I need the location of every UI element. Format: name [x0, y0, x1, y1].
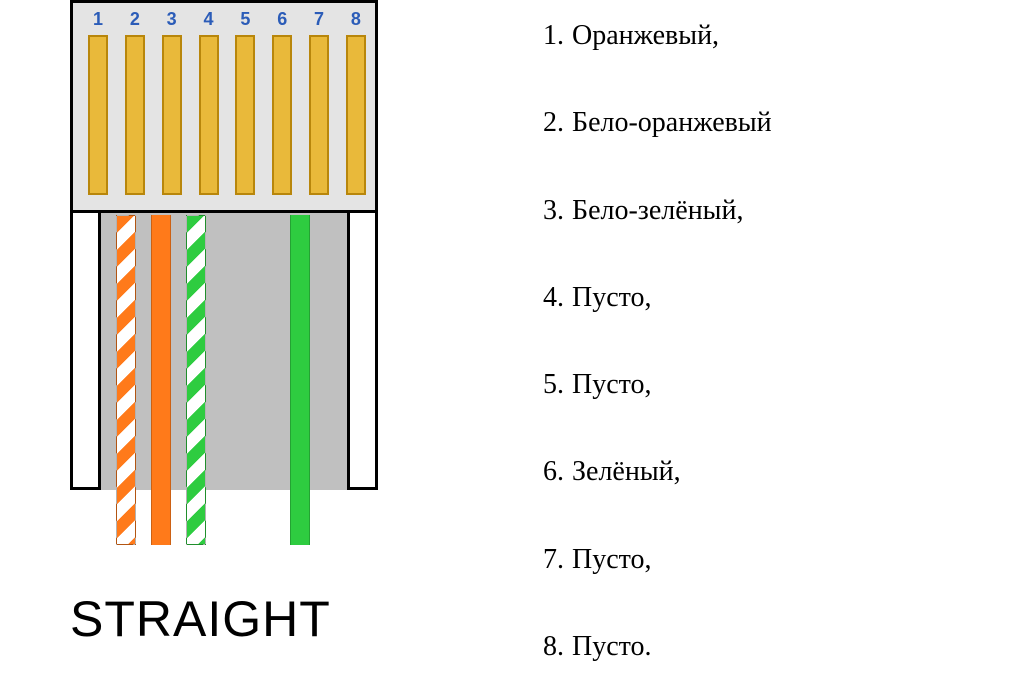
- wire-solid: [290, 215, 310, 545]
- left-panel: 12345678 STRAIGHT: [0, 0, 500, 683]
- pin: [162, 35, 182, 195]
- pin-number: 1: [88, 9, 108, 30]
- legend-list: 1.Оранжевый, 2.Бело-оранжевый 3.Бело-зелён…: [500, 0, 1024, 683]
- pin-number: 2: [125, 9, 145, 30]
- wire-slot: [178, 215, 213, 545]
- legend-item: 2.Бело-оранжевый: [530, 107, 1004, 139]
- legend-item-text: Пусто,: [572, 544, 652, 576]
- pin: [309, 35, 329, 195]
- legend-item-text: Пусто.: [572, 631, 652, 663]
- legend-item: 4.Пусто,: [530, 282, 1004, 314]
- wire-striped: [186, 215, 206, 545]
- wire-slot: [317, 215, 352, 545]
- legend-item-text: Пусто,: [572, 369, 652, 401]
- wire-slot: [282, 215, 317, 545]
- legend-item-number: 6.: [530, 456, 564, 488]
- legend-item-number: 2.: [530, 107, 564, 139]
- pins-row: [88, 35, 366, 195]
- legend-item-text: Зелёный,: [572, 456, 681, 488]
- pin-number: 4: [199, 9, 219, 30]
- pin-numbers-row: 12345678: [88, 9, 366, 30]
- pin: [199, 35, 219, 195]
- legend-item: 8.Пусто.: [530, 631, 1004, 663]
- pin-number: 3: [162, 9, 182, 30]
- legend-item-text: Пусто,: [572, 282, 652, 314]
- legend-item: 1.Оранжевый,: [530, 20, 1004, 52]
- diagram-caption: STRAIGHT: [70, 590, 331, 648]
- pin-number: 7: [309, 9, 329, 30]
- pin-number: 8: [346, 9, 366, 30]
- legend-item-number: 5.: [530, 369, 564, 401]
- legend-item-number: 1.: [530, 20, 564, 52]
- pin: [125, 35, 145, 195]
- wire-slot: [351, 215, 386, 545]
- wire-slot: [212, 215, 247, 545]
- wire-slot: [247, 215, 282, 545]
- legend-item: 7.Пусто,: [530, 544, 1004, 576]
- legend-item: 6.Зелёный,: [530, 456, 1004, 488]
- pin: [272, 35, 292, 195]
- pin-number: 6: [272, 9, 292, 30]
- legend-item-text: Бело-зелёный,: [572, 195, 743, 227]
- pin: [346, 35, 366, 195]
- legend-item-text: Бело-оранжевый: [572, 107, 772, 139]
- legend-item-number: 7.: [530, 544, 564, 576]
- connector-wrap: 12345678: [70, 0, 378, 490]
- legend-item-text: Оранжевый,: [572, 20, 719, 52]
- legend-item: 3.Бело-зелёный,: [530, 195, 1004, 227]
- legend-item-number: 3.: [530, 195, 564, 227]
- wire-striped: [116, 215, 136, 545]
- pin-number: 5: [235, 9, 255, 30]
- legend-item-number: 4.: [530, 282, 564, 314]
- legend-item: 5.Пусто,: [530, 369, 1004, 401]
- wire-slot: [143, 215, 178, 545]
- pin: [88, 35, 108, 195]
- wires-group: [108, 215, 386, 545]
- diagram-container: 12345678 STRAIGHT 1.Оранжевый, 2.Бело-ора…: [0, 0, 1024, 683]
- wire-slot: [108, 215, 143, 545]
- wire-solid: [151, 215, 171, 545]
- pin: [235, 35, 255, 195]
- legend-item-number: 8.: [530, 631, 564, 663]
